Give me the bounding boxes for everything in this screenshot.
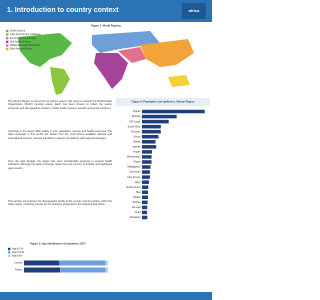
map-region: [92, 31, 160, 53]
y-tick-label: Mali: [136, 191, 141, 194]
map-region: [18, 33, 72, 67]
map-region: [50, 67, 70, 95]
y-tick-label: Tanzania: [131, 130, 141, 133]
paragraph: Over the past decade, the region has see…: [8, 160, 112, 170]
footer: [0, 292, 212, 300]
y-tick-label: Ethiopia: [132, 115, 141, 118]
y-tick-label: Ghana: [133, 161, 141, 164]
bar: [142, 190, 148, 195]
y-tick-label: Kenya: [134, 135, 141, 138]
map-region: [94, 53, 128, 89]
bar: [142, 114, 177, 119]
y-tick-label: Algeria: [133, 140, 141, 143]
bar: [142, 129, 161, 134]
y-tick-label: DR Congo: [129, 120, 141, 123]
bar: [142, 165, 151, 169]
legend-swatch: [6, 37, 9, 40]
bar: [142, 124, 161, 129]
bar-segment: [60, 267, 106, 273]
legend-swatch: [6, 47, 9, 51]
bar: [142, 170, 150, 174]
bar-segment: [24, 267, 61, 273]
y-tick-label: Zimbabwe: [129, 216, 141, 219]
y-tick-label: Burkina Faso: [126, 186, 141, 189]
bar-segment: [105, 267, 108, 273]
paragraph: The African Region is one of the six reg…: [8, 100, 112, 110]
bar: [142, 134, 159, 139]
title: 1. Introduction to country context: [7, 7, 119, 14]
bar: [142, 215, 148, 220]
y-tick-label: Malawi: [133, 196, 141, 199]
logo: africa: [182, 3, 206, 19]
paragraph: This section summarises the demographic …: [8, 200, 112, 207]
legend-label: Middle East and North Africa: [10, 44, 41, 47]
bar: [142, 140, 156, 144]
bar: [142, 119, 169, 124]
legend-swatch: [6, 29, 9, 33]
bar: [142, 205, 148, 210]
bar-segment: [24, 260, 60, 266]
bar: [142, 175, 150, 179]
legend-swatch: [8, 247, 11, 251]
legend-swatch: [6, 44, 9, 47]
y-tick-label: Côte d'Ivoire: [127, 176, 141, 179]
chart-title: Figure 3: Age distribution of population…: [30, 242, 86, 246]
legend-swatch: [8, 254, 11, 257]
map-figure: Figure 1: World Regions North AmericaLat…: [6, 24, 194, 95]
map-region: [118, 47, 146, 63]
stacked-bar-chart: Figure 3: Age distribution of population…: [8, 242, 108, 273]
legend-swatch: [8, 251, 11, 254]
y-tick-label: Nigeria: [133, 110, 141, 113]
y-tick-label: Uganda: [132, 145, 141, 148]
y-tick-label: Angola: [133, 151, 141, 154]
bar: [142, 160, 152, 164]
legend-label: Sub-Saharan Africa: [10, 40, 31, 43]
bar: [142, 109, 205, 114]
bar-chart: Figure 2: Population size (millions), Af…: [116, 98, 210, 220]
y-tick-label: Madagascar: [127, 166, 140, 169]
bar: [142, 210, 147, 215]
page: 1. Introduction to country context afric…: [0, 0, 212, 300]
chart-title: Figure 2: Population size (millions), Af…: [132, 100, 195, 104]
bar: [142, 155, 152, 159]
y-tick-label: Cameroon: [129, 171, 141, 174]
legend-label: Aged 0-14: [12, 248, 24, 251]
bar: [142, 180, 149, 184]
y-tick-label: Niger: [135, 181, 141, 184]
y-tick-label: Region: [15, 269, 23, 272]
y-tick-label: Mozambique: [127, 156, 141, 159]
legend-swatch: [6, 40, 9, 43]
legend-label: Aged 65+: [12, 254, 23, 257]
title-bg: [116, 98, 210, 106]
map-region: [168, 75, 190, 87]
bar: [142, 145, 157, 149]
legend-label: Europe and Central Asia: [10, 37, 37, 40]
legend-swatch: [6, 33, 9, 36]
legend-label: Latin America and Caribbean: [10, 33, 42, 36]
figure-title: Figure 1: World Regions: [91, 24, 121, 28]
bar-segment: [59, 260, 106, 266]
bar: [142, 200, 148, 205]
legend-label: Aged 15-64: [12, 251, 25, 254]
y-tick-label: Chad: [135, 211, 141, 214]
y-tick-label: Senegal: [132, 206, 141, 209]
bar-segment: [105, 260, 108, 266]
bar: [142, 185, 149, 189]
paragraph: Countries in the region differ widely in…: [8, 130, 112, 140]
y-tick-label: Zambia: [133, 201, 142, 204]
y-tick-label: South Africa: [128, 125, 142, 128]
legend-label: East Asia and Pacific: [10, 48, 33, 51]
legend-label: North America: [10, 30, 26, 33]
map-region: [140, 39, 194, 67]
header: [0, 0, 212, 22]
y-tick-label: Country: [14, 262, 23, 265]
bar: [142, 195, 148, 200]
bar: [142, 150, 152, 154]
